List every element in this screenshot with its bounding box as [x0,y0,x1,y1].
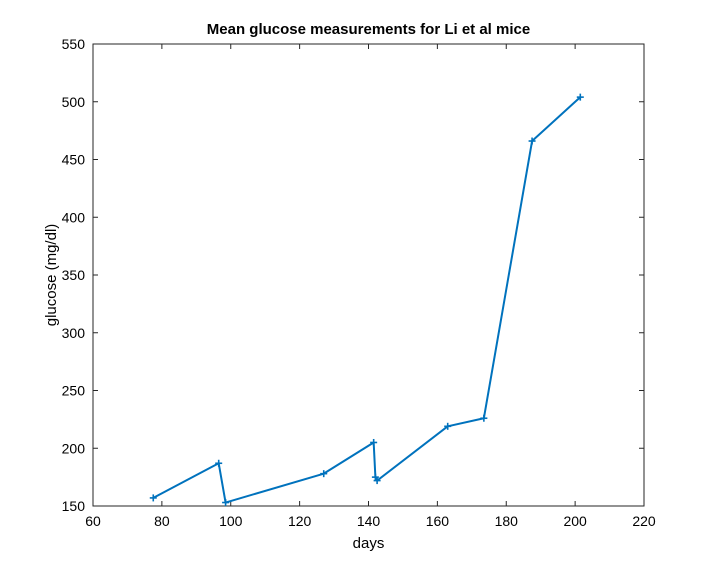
axis-tick-labels: 60 80 100 120 140 160 180 200 220 150 200 250 300 350… [62,36,656,529]
data-point-marker [222,499,230,507]
x-tick-label: 80 [154,513,170,529]
data-point-marker [576,93,584,101]
y-tick-label: 400 [62,209,86,225]
y-tick-label: 550 [62,36,86,52]
data-point-marker [528,137,536,145]
x-tick-label: 120 [288,513,312,529]
data-point-marker [444,422,452,430]
data-point-marker [215,459,223,467]
data-series [149,93,584,507]
x-axis-label: days [353,535,385,552]
chart-title: Mean glucose measurements for Li et al m… [207,21,530,38]
y-axis-label: glucose (mg/dl) [43,224,60,327]
x-tick-label: 100 [219,513,243,529]
x-tick-label: 200 [563,513,587,529]
y-tick-label: 500 [62,94,86,110]
x-tick-label: 60 [85,513,101,529]
data-point-marker [320,470,328,478]
plot-area [92,43,645,507]
x-tick-label: 160 [426,513,450,529]
x-tick-label: 140 [357,513,381,529]
data-point-marker [370,438,378,446]
x-tick-label: 220 [632,513,656,529]
y-tick-label: 450 [62,152,86,168]
data-point-marker [373,477,381,485]
y-tick-label: 350 [62,267,86,283]
y-tick-label: 300 [62,325,86,341]
data-point-marker [149,494,157,502]
y-tick-label: 150 [62,498,86,514]
axis-ticks [92,43,645,507]
y-tick-label: 200 [62,440,86,456]
x-tick-label: 180 [495,513,519,529]
data-point-marker [480,414,488,422]
y-tick-label: 250 [62,383,86,399]
